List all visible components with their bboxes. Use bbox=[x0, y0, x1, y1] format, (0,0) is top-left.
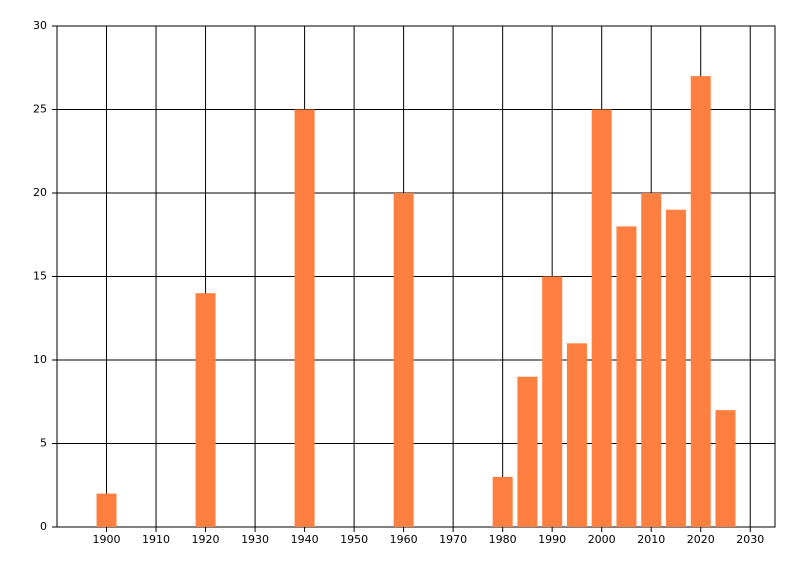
y-tick-label: 25 bbox=[33, 103, 47, 116]
y-tick-label: 30 bbox=[33, 19, 47, 32]
x-tick-label: 1900 bbox=[93, 533, 121, 546]
bar bbox=[195, 293, 216, 527]
x-tick-label: 1990 bbox=[538, 533, 566, 546]
y-tick-label: 20 bbox=[33, 186, 47, 199]
bar bbox=[294, 109, 315, 527]
bar bbox=[517, 376, 538, 527]
bar bbox=[96, 493, 117, 527]
bar bbox=[616, 226, 637, 527]
x-tick-label: 1940 bbox=[291, 533, 319, 546]
x-tick-label: 2030 bbox=[736, 533, 764, 546]
bar bbox=[641, 193, 662, 527]
bar bbox=[715, 410, 736, 527]
bar bbox=[591, 109, 612, 527]
x-tick-label: 2020 bbox=[687, 533, 715, 546]
bar bbox=[665, 209, 686, 527]
y-tick-label: 0 bbox=[40, 520, 47, 533]
x-tick-label: 1980 bbox=[489, 533, 517, 546]
y-tick-label: 10 bbox=[33, 353, 47, 366]
bar bbox=[690, 76, 711, 527]
bar bbox=[492, 476, 513, 527]
x-tick-label: 1930 bbox=[241, 533, 269, 546]
x-tick-label: 1960 bbox=[390, 533, 418, 546]
bar bbox=[566, 343, 587, 527]
x-tick-label: 1910 bbox=[142, 533, 170, 546]
x-tick-label: 2010 bbox=[637, 533, 665, 546]
bar bbox=[542, 276, 563, 527]
x-tick-label: 1950 bbox=[340, 533, 368, 546]
y-tick-label: 15 bbox=[33, 270, 47, 283]
x-tick-label: 2000 bbox=[588, 533, 616, 546]
y-tick-label: 5 bbox=[40, 437, 47, 450]
x-tick-label: 1970 bbox=[439, 533, 467, 546]
bar bbox=[393, 193, 414, 527]
x-tick-label: 1920 bbox=[192, 533, 220, 546]
